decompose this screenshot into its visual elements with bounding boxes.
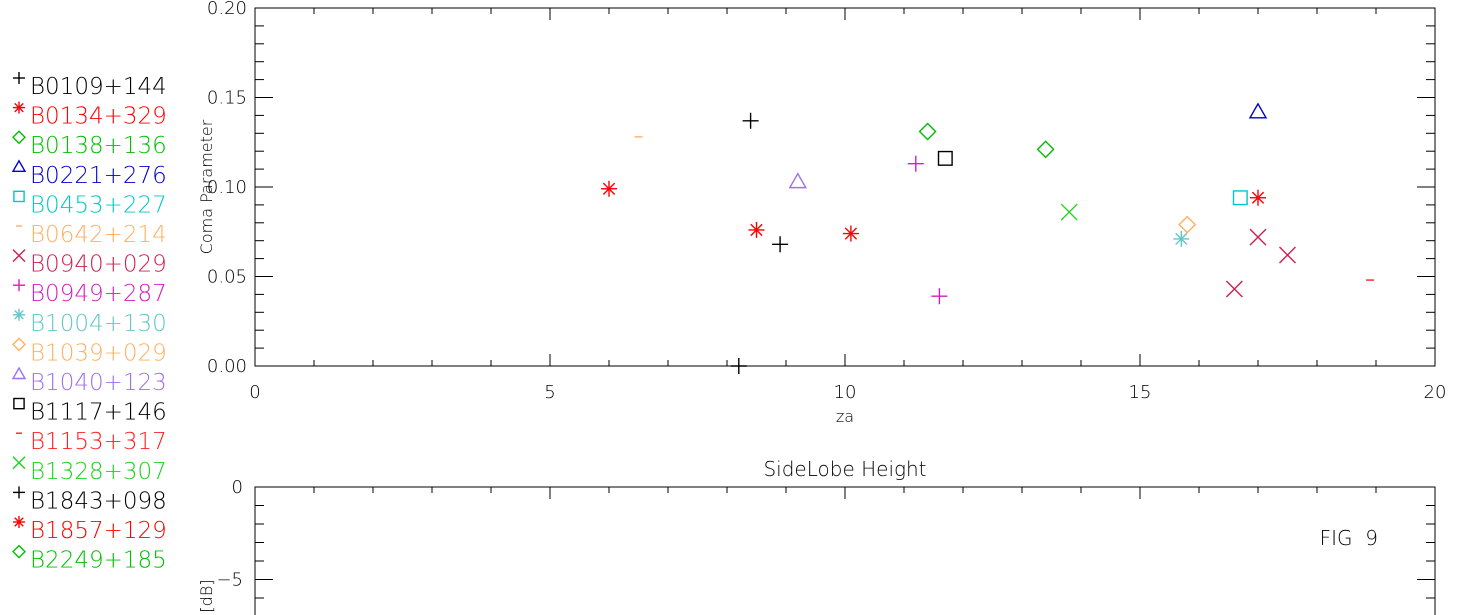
legend-item: B1843+098: [13, 486, 167, 514]
legend-marker: [12, 249, 26, 263]
plot-frame: [254, 7, 1436, 367]
legend-marker: [12, 456, 26, 470]
legend-label: B0221+276: [30, 163, 167, 189]
legend-marker: [11, 159, 27, 173]
axis-ticks: [254, 486, 1436, 599]
legend-label: B0134+329: [30, 104, 167, 130]
legend-item: B0453+227: [13, 190, 167, 218]
legend-label: B1117+146: [30, 400, 167, 426]
legend-label: B0642+214: [30, 222, 167, 248]
data-point: [918, 122, 937, 141]
data-point: [907, 155, 924, 172]
data-point: [601, 180, 617, 197]
legend-marker: [13, 397, 25, 410]
x-tick-label: 15: [1129, 382, 1152, 403]
y-axis-label: [dB]: [197, 579, 216, 612]
legend-label: B0138+136: [30, 133, 167, 159]
legend-item: B1153+317: [16, 429, 167, 455]
axis-ticks: [254, 7, 1436, 367]
legend-marker: [13, 72, 25, 84]
legend-label: B2249+185: [30, 548, 167, 574]
data-point: [1036, 140, 1055, 159]
legend-item: B1039+029: [12, 337, 167, 366]
legend-label: B0940+029: [30, 252, 167, 278]
legend-item: B0134+329: [13, 101, 167, 130]
data-point: [842, 225, 859, 242]
y-tick-labels: 0 −5: [216, 477, 243, 591]
x-axis-label: za: [836, 407, 854, 426]
panel-title: SideLobe Height: [763, 457, 926, 481]
legend-label: B1843+098: [30, 488, 167, 514]
legend-marker: [12, 544, 26, 559]
y-tick-label: 0.10: [207, 177, 247, 198]
data-point: [1279, 246, 1296, 264]
y-tick-labels: 0.00 0.05 0.10 0.15 0.20: [207, 0, 247, 377]
legend-item: B0138+136: [12, 130, 167, 159]
legend-marker: [13, 308, 25, 321]
x-tick-labels: 0 5 10 15 20: [249, 382, 1446, 403]
data-points: [601, 102, 1375, 374]
data-point: [1060, 203, 1078, 221]
legend-item: B0949+287: [13, 279, 167, 307]
data-point: [742, 112, 759, 129]
legend: B0109+144 B0134+329 B0138+136 B0221+276 B045…: [11, 72, 167, 574]
data-point: [1248, 102, 1268, 119]
legend-item: B1004+130: [13, 308, 167, 337]
legend-label: B1328+307: [30, 459, 167, 485]
y-tick-label: 0.20: [207, 0, 247, 19]
legend-item: B0221+276: [11, 159, 167, 189]
data-point: [788, 172, 808, 189]
data-point: [772, 236, 789, 253]
data-point: [937, 150, 953, 166]
x-tick-label: 20: [1424, 382, 1447, 403]
y-tick-label: 0.05: [207, 267, 247, 288]
legend-label: B0453+227: [30, 192, 167, 218]
legend-marker: [11, 366, 27, 380]
legend-label: B1153+317: [30, 429, 167, 455]
y-tick-label: −5: [216, 570, 243, 591]
data-point: [931, 288, 948, 305]
data-point: [730, 358, 747, 374]
legend-marker: [13, 279, 25, 292]
legend-marker: [13, 101, 25, 114]
legend-item: B1040+123: [11, 366, 167, 396]
x-tick-label: 10: [834, 382, 857, 403]
legend-item: B1857+129: [13, 516, 167, 544]
legend-label: B1040+123: [30, 370, 167, 396]
sidelobe-height-panel: SideLobe Height 0 −5 [dB] FIG 9: [197, 457, 1436, 615]
legend-item: B1117+146: [13, 397, 167, 426]
y-axis-label: Coma Parameter: [197, 119, 216, 254]
legend-label: B0109+144: [30, 74, 167, 100]
data-point: [1249, 228, 1267, 246]
data-point: [1250, 189, 1266, 206]
x-tick-label: 5: [544, 382, 555, 403]
plot-frame: [254, 486, 1436, 615]
legend-item: B0642+214: [16, 222, 167, 248]
legend-item: B2249+185: [12, 544, 167, 574]
data-point: [1178, 215, 1197, 234]
legend-label: B1039+029: [30, 340, 167, 366]
legend-label: B1004+130: [30, 311, 167, 337]
legend-item: B0940+029: [12, 249, 167, 278]
legend-marker: [13, 190, 25, 203]
data-point: [1232, 190, 1248, 206]
legend-marker: [13, 486, 25, 499]
legend-marker: [12, 130, 26, 145]
y-tick-label: 0.15: [207, 88, 247, 109]
coma-parameter-panel: 0.00 0.05 0.10 0.15 0.20 0 5 10 15 20 za Coma Pa…: [197, 0, 1446, 426]
figure-annotation: FIG 9: [1320, 526, 1378, 550]
legend-marker: [12, 337, 26, 352]
data-point: [1173, 230, 1190, 247]
data-point: [748, 221, 765, 238]
data-point: [1225, 280, 1243, 298]
legend-item: B1328+307: [12, 456, 167, 485]
legend-marker: [13, 516, 25, 528]
legend-item: B0109+144: [13, 72, 167, 100]
legend-label: B0949+287: [30, 281, 167, 307]
x-tick-label: 0: [249, 382, 260, 403]
y-tick-label: 0: [232, 477, 243, 498]
legend-label: B1857+129: [30, 518, 167, 544]
y-tick-label: 0.00: [207, 356, 247, 377]
